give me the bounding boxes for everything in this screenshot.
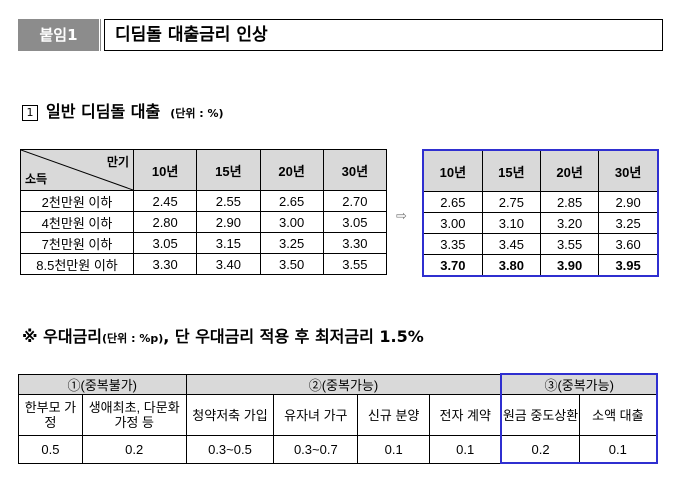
table-row: 4천만원 이하 2.80 2.90 3.00 3.05 [20, 211, 388, 233]
item-value: 0.1 [429, 435, 502, 464]
table-cell: 2.55 [196, 190, 261, 212]
item-value: 0.5 [18, 435, 83, 464]
table-cell: 3.70 [422, 254, 483, 277]
table-cell: 2.85 [539, 191, 600, 213]
item-value-row: 0.5 0.2 0.3~0.5 0.3~0.7 0.1 0.1 0.2 0.1 [18, 435, 658, 464]
item-name-row: 한부모 가정 생애최초, 다문화가정 등 청약저축 가입 유자녀 가구 신규 분… [18, 394, 658, 436]
arrow-right-icon: ⇨ [396, 209, 407, 224]
table-cell: 2.80 [132, 211, 198, 233]
table-row: 8.5천만원 이하 3.30 3.40 3.50 3.55 [20, 253, 388, 275]
group-header: ②(중복가능) [185, 373, 502, 395]
section-1-heading: 1 일반 디딤돌 대출 (단위 : %) [22, 98, 224, 122]
group-header-row: ①(중복불가) ②(중복가능) ③(중복가능) [18, 373, 658, 395]
column-header: 15년 [196, 149, 261, 191]
table-cell: 2.90 [196, 211, 261, 233]
table-cell: 3.40 [196, 253, 261, 275]
table-cell: 3.60 [598, 233, 659, 255]
unit-label: (단위 : %p) [102, 332, 164, 345]
item-name: 원금 중도상환 [500, 394, 580, 436]
table-cell: 3.35 [422, 233, 483, 255]
table-row: 7천만원 이하 3.05 3.15 3.25 3.30 [20, 232, 388, 254]
item-name: 청약저축 가입 [185, 394, 275, 436]
table-cell: 3.05 [322, 211, 388, 233]
column-header: 10년 [132, 149, 198, 191]
table-cell: 2.65 [422, 191, 483, 213]
section-number: 1 [22, 105, 38, 121]
corner-top-label: 만기 [106, 155, 129, 169]
group-header: ③(중복가능) [500, 373, 658, 395]
item-name: 생애최초, 다문화가정 등 [81, 394, 187, 436]
new-rate-table: 10년 15년 20년 30년 2.65 2.75 2.85 2.90 3.00… [422, 149, 659, 277]
item-name: 소액 대출 [578, 394, 658, 436]
item-value: 0.3~0.7 [273, 435, 359, 464]
table-cell: 3.30 [132, 253, 198, 275]
preferential-rate-table: ①(중복불가) ②(중복가능) ③(중복가능) 한부모 가정 생애최초, 다문화… [18, 373, 658, 464]
column-header: 10년 [422, 149, 483, 192]
page-title: 디딤돌 대출금리 인상 [104, 19, 663, 51]
item-value: 0.1 [357, 435, 431, 464]
section-title: 일반 디딤돌 대출 [46, 102, 161, 121]
current-rate-table: 만기 소득 10년 15년 20년 30년 2천만원 이하 2.45 2.55 … [20, 149, 388, 275]
table-row: 2천만원 이하 2.45 2.55 2.65 2.70 [20, 190, 388, 212]
table-cell: 2.75 [481, 191, 541, 213]
table-cell: 3.55 [539, 233, 600, 255]
diagonal-line [21, 150, 133, 190]
row-label: 2천만원 이하 [20, 190, 134, 212]
item-name: 신규 분양 [357, 394, 431, 436]
table-cell: 3.55 [322, 253, 388, 275]
column-header: 30년 [322, 149, 388, 191]
row-label: 8.5천만원 이하 [20, 253, 134, 275]
table-cell: 3.15 [196, 232, 261, 254]
table-header-row: 10년 15년 20년 30년 [422, 149, 659, 192]
table-cell: 3.90 [539, 254, 600, 277]
table-cell: 3.10 [481, 212, 541, 234]
table-row: 3.35 3.45 3.55 3.60 [422, 233, 659, 255]
table-row: 3.70 3.80 3.90 3.95 [422, 254, 659, 277]
section-2-heading: ※ 우대금리(단위 : %p), 단 우대금리 적용 후 최저금리 1.5% [22, 323, 424, 347]
table-cell: 3.00 [259, 211, 324, 233]
section-title: ※ 우대금리 [22, 327, 103, 346]
corner-cell: 만기 소득 [20, 149, 134, 191]
table-cell: 3.05 [132, 232, 198, 254]
table-cell: 2.45 [132, 190, 198, 212]
attachment-badge: 붙임1 [18, 19, 102, 51]
column-header: 30년 [598, 149, 659, 192]
table-cell: 3.80 [481, 254, 541, 277]
table-cell: 2.70 [322, 190, 388, 212]
table-cell: 3.45 [481, 233, 541, 255]
column-header: 20년 [259, 149, 324, 191]
table-cell: 3.25 [598, 212, 659, 234]
table-cell: 3.25 [259, 232, 324, 254]
column-header: 20년 [539, 149, 600, 192]
table-cell: 3.95 [598, 254, 659, 277]
row-label: 4천만원 이하 [20, 211, 134, 233]
section-note: , 단 우대금리 적용 후 최저금리 1.5% [163, 327, 424, 346]
row-label: 7천만원 이하 [20, 232, 134, 254]
table-header-row: 만기 소득 10년 15년 20년 30년 [20, 149, 388, 191]
unit-label: (단위 : %) [170, 107, 224, 120]
corner-bottom-label: 소득 [25, 172, 48, 186]
table-row: 2.65 2.75 2.85 2.90 [422, 191, 659, 213]
item-value: 0.3~0.5 [185, 435, 275, 464]
page-header: 붙임1 디딤돌 대출금리 인상 [18, 19, 663, 51]
item-value: 0.1 [578, 435, 658, 464]
table-cell: 3.30 [322, 232, 388, 254]
table-row: 3.00 3.10 3.20 3.25 [422, 212, 659, 234]
table-cell: 2.65 [259, 190, 324, 212]
item-name: 유자녀 가구 [273, 394, 359, 436]
item-value: 0.2 [81, 435, 187, 464]
table-cell: 3.00 [422, 212, 483, 234]
table-cell: 3.20 [539, 212, 600, 234]
column-header: 15년 [481, 149, 541, 192]
group-header: ①(중복불가) [18, 373, 187, 395]
item-name: 한부모 가정 [18, 394, 83, 436]
item-value: 0.2 [500, 435, 580, 464]
item-name: 전자 계약 [429, 394, 502, 436]
table-cell: 3.50 [259, 253, 324, 275]
table-cell: 2.90 [598, 191, 659, 213]
